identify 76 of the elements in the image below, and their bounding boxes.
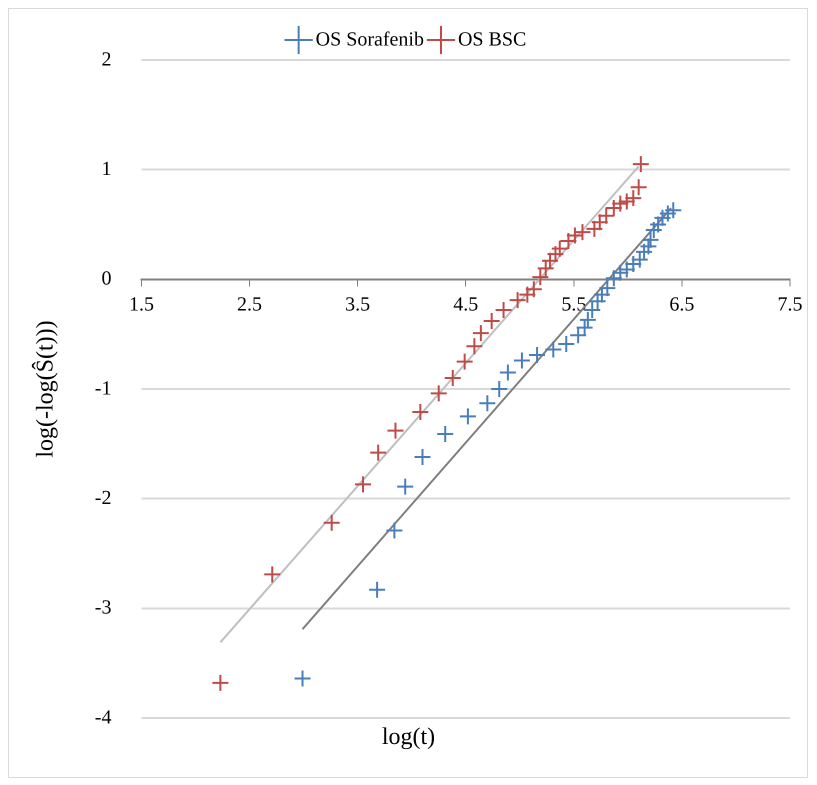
point	[624, 254, 642, 273]
point	[592, 286, 611, 304]
y-tick-label: 1	[101, 158, 112, 180]
point	[512, 351, 531, 370]
point	[465, 337, 484, 356]
point	[482, 312, 501, 330]
point	[322, 514, 341, 532]
point	[611, 264, 630, 282]
point	[559, 232, 578, 250]
point	[518, 286, 536, 304]
point	[436, 424, 454, 443]
y-tick-label: -2	[94, 486, 112, 509]
point	[658, 204, 677, 223]
point	[494, 301, 513, 320]
point	[597, 206, 616, 225]
point	[604, 199, 623, 218]
point	[456, 352, 474, 371]
x-tick-label: 7.5	[778, 294, 802, 316]
x-tick-label: 4.5	[453, 294, 478, 316]
x-axis-title: log(t)	[382, 724, 436, 750]
point	[411, 403, 430, 422]
point	[664, 201, 682, 220]
point	[546, 245, 564, 264]
point	[624, 189, 642, 208]
point	[386, 422, 404, 440]
point	[294, 670, 312, 688]
point	[472, 324, 490, 342]
point	[396, 478, 414, 496]
point	[649, 216, 668, 234]
x-tick-label: 1.5	[128, 294, 154, 316]
point	[490, 380, 508, 398]
y-tick-label: 0	[101, 268, 112, 290]
y-tick-label: -4	[94, 706, 112, 728]
point	[444, 369, 462, 388]
x-tick-label: 6.5	[669, 294, 694, 316]
point	[585, 220, 604, 238]
y-tick-label: -3	[94, 596, 112, 619]
point	[578, 310, 597, 329]
point	[458, 407, 477, 426]
point	[611, 194, 630, 213]
point	[644, 220, 663, 239]
legend-label: OS Sorafenib	[316, 28, 424, 50]
x-tick-label: 3.5	[345, 294, 370, 316]
point	[618, 260, 636, 278]
point	[508, 291, 527, 310]
x-tick-label: 2.5	[237, 294, 262, 316]
point	[653, 208, 672, 227]
point	[618, 192, 636, 210]
point	[531, 268, 550, 286]
point	[354, 475, 372, 494]
point	[544, 340, 562, 359]
point	[639, 237, 658, 256]
point	[632, 155, 650, 174]
point	[630, 250, 649, 269]
point	[368, 580, 386, 599]
point	[557, 335, 576, 354]
y-tick-label: -1	[94, 377, 112, 400]
point	[211, 674, 230, 692]
y-tick-label: 2	[101, 48, 112, 70]
point	[430, 384, 448, 402]
point	[369, 444, 388, 462]
point	[528, 346, 546, 364]
point	[598, 279, 616, 298]
point	[604, 269, 623, 288]
point	[635, 242, 654, 261]
point	[413, 448, 432, 466]
point	[642, 230, 660, 249]
legend-label: OS BSC	[458, 28, 526, 50]
point	[498, 364, 517, 382]
point	[263, 565, 282, 584]
point	[385, 521, 404, 540]
y-axis-title: log(-log(Ŝ(t)))	[32, 320, 59, 458]
point	[524, 280, 543, 298]
point	[630, 178, 648, 196]
point	[550, 240, 569, 258]
point	[478, 394, 496, 412]
